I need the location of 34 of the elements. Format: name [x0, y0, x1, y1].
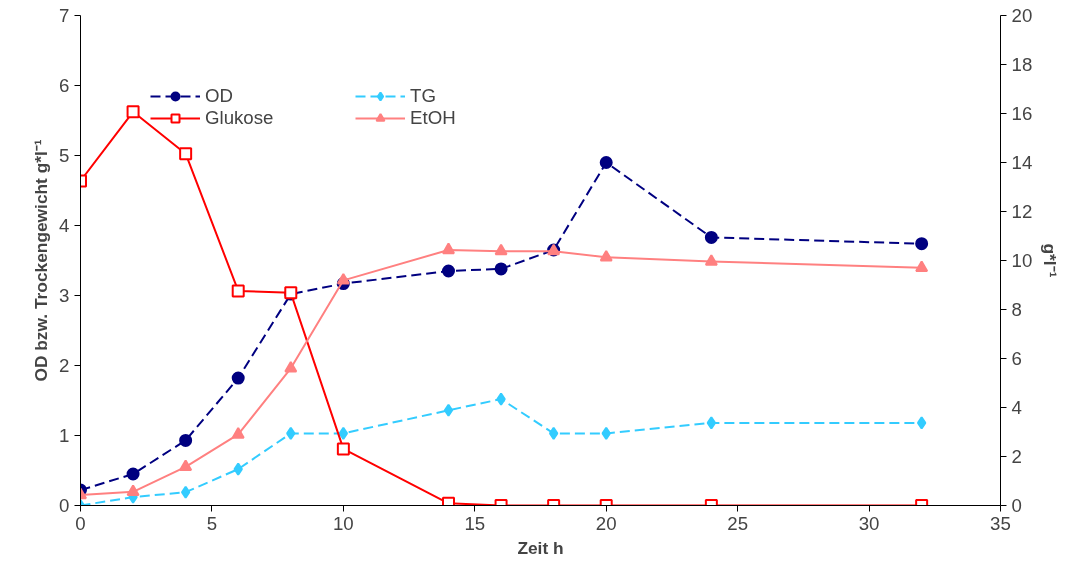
- y2-tick-label: 18: [1011, 54, 1033, 75]
- legend-label: Glukose: [205, 107, 275, 129]
- legend-label: EtOH: [410, 107, 457, 129]
- x-tick-label: 15: [464, 512, 486, 534]
- legend-label: OD: [205, 85, 234, 107]
- y-axis-title: OD bzw. Trockengewicht g*l⁻¹: [31, 139, 52, 382]
- y2-tick-label: 20: [1011, 5, 1033, 26]
- y2-axis-title: g*l⁻¹: [1040, 243, 1061, 278]
- legend-label: TG: [410, 85, 437, 107]
- y2-tick-label: 14: [1011, 152, 1033, 173]
- x-tick-label: 35: [990, 512, 1011, 534]
- y2-tick-label: 4: [1011, 397, 1022, 418]
- y2-tick-label: 8: [1011, 299, 1022, 320]
- y-tick-label: 0: [59, 495, 70, 516]
- x-tick-label: 0: [75, 512, 86, 534]
- y-tick-label: 6: [59, 75, 70, 96]
- y2-tick-label: 0: [1011, 495, 1022, 516]
- y-tick-label: 3: [59, 285, 70, 306]
- y-tick-label: 2: [59, 355, 70, 376]
- x-tick-label: 5: [206, 512, 218, 534]
- x-tick-label: 10: [332, 512, 354, 534]
- y2-tick-label: 6: [1011, 348, 1022, 369]
- y-tick-label: 1: [59, 425, 70, 446]
- y2-tick-label: 12: [1011, 201, 1033, 222]
- y2-tick-label: 16: [1011, 103, 1033, 124]
- y-tick-label: 7: [59, 5, 70, 26]
- y-tick-label: 5: [59, 145, 70, 166]
- y2-tick-label: 2: [1011, 446, 1022, 467]
- x-tick-label: 30: [858, 512, 880, 534]
- x-tick-label: 25: [727, 512, 749, 534]
- y-tick-label: 4: [59, 215, 70, 236]
- x-axis-title: Zeit h: [517, 537, 564, 558]
- x-tick-label: 20: [595, 512, 617, 534]
- y2-tick-label: 10: [1011, 250, 1033, 271]
